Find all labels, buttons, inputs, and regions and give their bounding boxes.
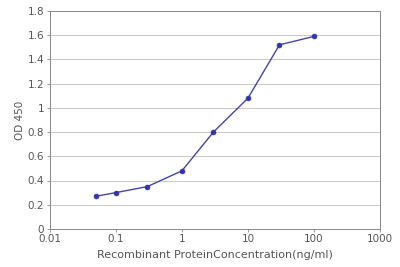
Y-axis label: OD 450: OD 450 <box>15 100 25 140</box>
X-axis label: Recombinant ProteinConcentration(ng/ml): Recombinant ProteinConcentration(ng/ml) <box>97 250 333 260</box>
